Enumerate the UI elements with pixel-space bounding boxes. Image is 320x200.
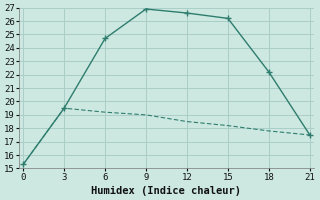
X-axis label: Humidex (Indice chaleur): Humidex (Indice chaleur) (92, 186, 242, 196)
